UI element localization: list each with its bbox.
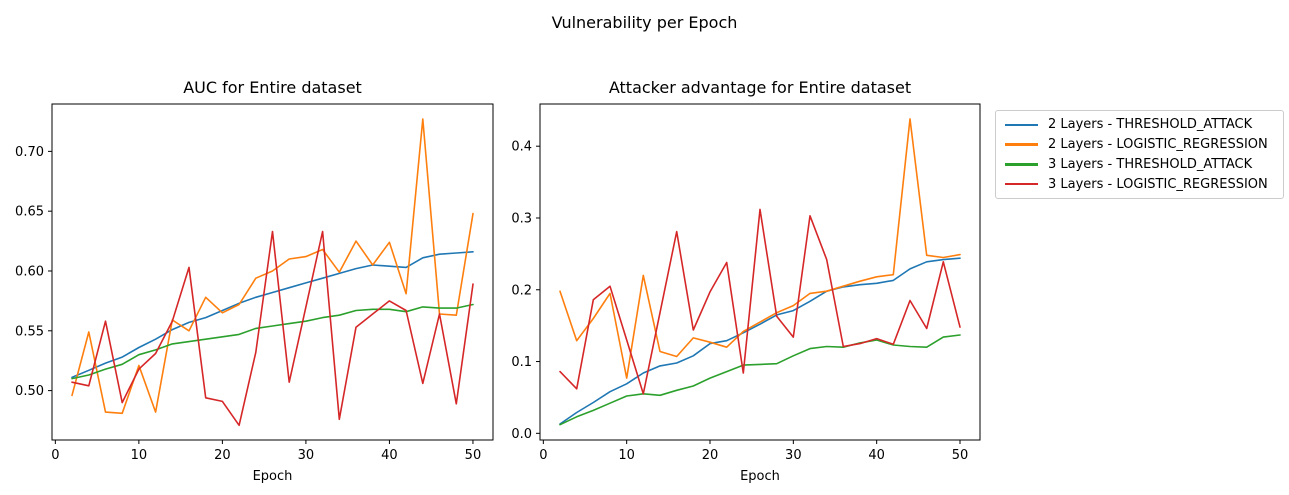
- y-tick-label: 0.55: [15, 324, 44, 339]
- y-tick-label: 0.2: [511, 283, 532, 298]
- x-tick-label: 30: [785, 448, 802, 463]
- legend-line-swatch: [1005, 123, 1038, 127]
- x-axis-label: Epoch: [740, 469, 780, 484]
- x-tick-label: 10: [131, 448, 148, 463]
- legend-label: 2 Layers - THRESHOLD_ATTACK: [1048, 117, 1253, 133]
- y-tick-label: 0.3: [511, 211, 532, 226]
- x-tick-label: 0: [51, 448, 59, 463]
- figure-suptitle: Vulnerability per Epoch: [551, 13, 738, 32]
- x-axis-label: Epoch: [253, 469, 293, 484]
- legend: 2 Layers - THRESHOLD_ATTACK 2 Layers - L…: [995, 110, 1284, 199]
- series-line: [559, 118, 961, 379]
- x-tick-label: 50: [465, 448, 482, 463]
- series-line: [559, 208, 961, 395]
- legend-item: 2 Layers - THRESHOLD_ATTACK: [1002, 115, 1277, 135]
- x-tick-label: 20: [702, 448, 719, 463]
- x-tick-label: 0: [539, 448, 547, 463]
- x-tick-label: 20: [214, 448, 231, 463]
- series-line: [71, 118, 474, 415]
- legend-label: 2 Layers - LOGISTIC_REGRESSION: [1048, 137, 1268, 153]
- x-tick-label: 40: [381, 448, 398, 463]
- series-line: [71, 251, 474, 379]
- series-line: [559, 257, 961, 425]
- y-tick-label: 0.60: [15, 264, 44, 279]
- x-tick-label: 30: [298, 448, 315, 463]
- y-tick-label: 0.65: [15, 205, 44, 220]
- chart-title: Attacker advantage for Entire dataset: [609, 78, 911, 97]
- series-line: [71, 230, 474, 427]
- x-tick-label: 10: [618, 448, 635, 463]
- y-tick-label: 0.4: [511, 140, 532, 155]
- legend-label: 3 Layers - LOGISTIC_REGRESSION: [1048, 176, 1268, 192]
- y-tick-label: 0.0: [511, 427, 532, 442]
- y-tick-label: 0.50: [15, 384, 44, 399]
- y-tick-label: 0.70: [15, 145, 44, 160]
- x-tick-label: 50: [952, 448, 969, 463]
- legend-label: 3 Layers - THRESHOLD_ATTACK: [1048, 156, 1253, 172]
- legend-item: 3 Layers - LOGISTIC_REGRESSION: [1002, 174, 1277, 194]
- y-tick-label: 0.1: [511, 355, 532, 370]
- legend-line-swatch: [1005, 163, 1038, 166]
- legend-line-swatch: [1005, 143, 1038, 146]
- axes-box: [539, 103, 981, 441]
- legend-line-swatch: [1005, 182, 1038, 186]
- series-line: [559, 334, 961, 426]
- axes-box: [51, 103, 494, 441]
- chart-title: AUC for Entire dataset: [183, 78, 362, 97]
- legend-item: 2 Layers - LOGISTIC_REGRESSION: [1002, 135, 1277, 155]
- legend-item: 3 Layers - THRESHOLD_ATTACK: [1002, 155, 1277, 175]
- x-tick-label: 40: [868, 448, 885, 463]
